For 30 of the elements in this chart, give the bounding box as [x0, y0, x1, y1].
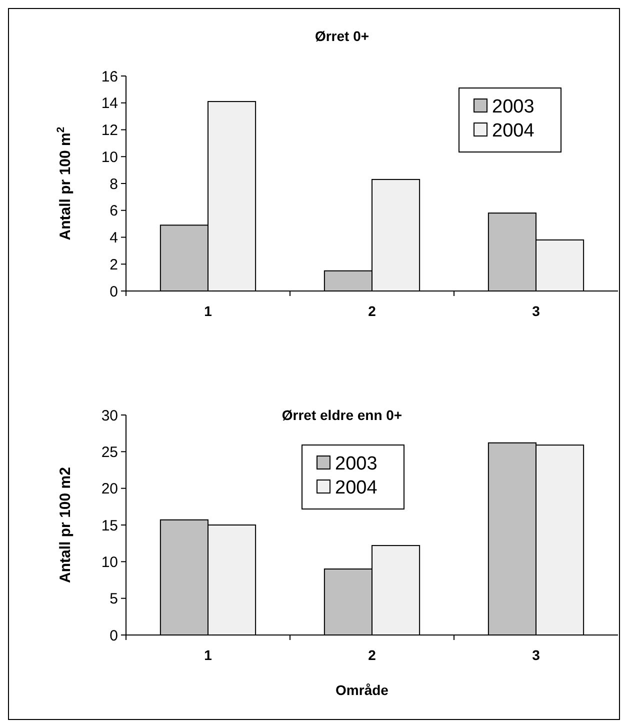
y-tick-label: 20 — [101, 480, 118, 498]
y-tick-label: 0 — [110, 627, 118, 644]
y-tick-label: 10 — [101, 554, 118, 571]
x-tick-label: 1 — [204, 303, 212, 319]
chart-title: Ørret 0+ — [314, 28, 370, 44]
x-tick-label: 2 — [368, 303, 376, 319]
y-tick-label: 10 — [101, 148, 118, 166]
y-tick-label: 16 — [101, 68, 118, 86]
y-tick-label: 30 — [101, 407, 118, 424]
legend-label: 2004 — [492, 120, 535, 142]
y-tick-label: 14 — [101, 95, 118, 112]
y-tick-label: 6 — [110, 202, 118, 220]
y-tick-label: 12 — [101, 122, 118, 139]
y-tick-label: 15 — [101, 517, 118, 534]
x-tick-label: 3 — [532, 303, 540, 319]
x-tick-label: 2 — [368, 647, 376, 663]
y-tick-label: 4 — [110, 230, 118, 246]
x-axis-title: Område — [336, 682, 389, 698]
x-tick-label: 1 — [204, 647, 212, 663]
y-axis-title: Antall pr 100 m2 — [57, 467, 74, 583]
legend-label: 2003 — [335, 454, 378, 475]
y-tick-label: 25 — [101, 444, 118, 461]
chart-title: Ørret eldre enn 0+ — [282, 407, 402, 423]
y-tick-label: 2 — [110, 256, 118, 274]
y-tick-label: 5 — [110, 590, 118, 608]
y-tick-label: 0 — [110, 283, 118, 300]
legend-label: 2003 — [492, 96, 534, 118]
y-tick-label: 8 — [110, 176, 118, 193]
legend-label: 2004 — [335, 478, 378, 499]
x-tick-label: 3 — [532, 647, 540, 663]
